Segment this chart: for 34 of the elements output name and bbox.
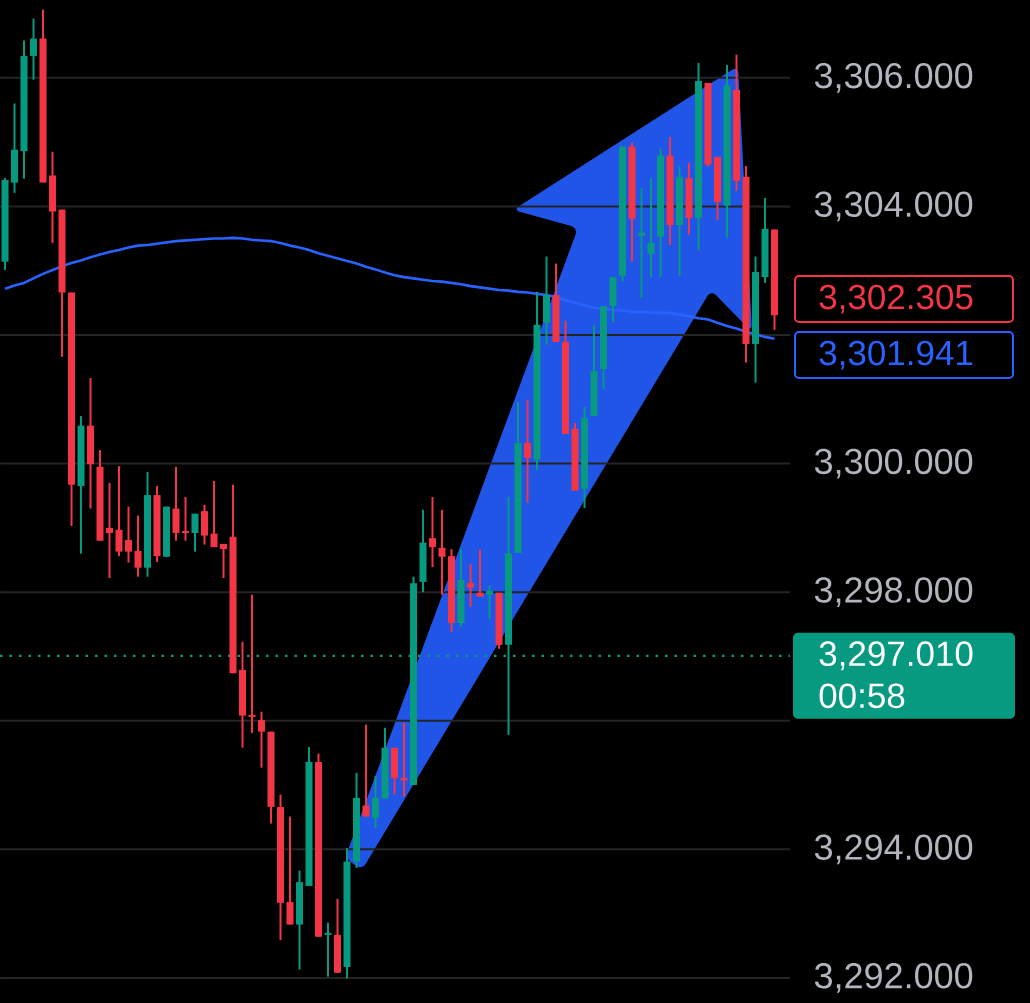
candlestick xyxy=(371,775,380,830)
candlestick xyxy=(485,584,494,621)
y-tick-label: 3,304.000 xyxy=(814,191,973,222)
candlestick xyxy=(362,723,370,818)
candlestick xyxy=(210,479,218,549)
candlestick xyxy=(134,514,142,578)
candlestick xyxy=(523,398,532,504)
candlestick xyxy=(257,710,266,769)
text: 3,302.305 xyxy=(819,284,973,314)
ref-line-label: 3,297.010 xyxy=(819,641,973,671)
candlestick xyxy=(219,542,228,579)
y-tick-label: 3,298.000 xyxy=(814,577,973,608)
candlestick xyxy=(438,508,446,596)
candlestick xyxy=(105,481,114,579)
candlestick xyxy=(647,177,655,279)
candlestick xyxy=(181,495,190,542)
candlestick xyxy=(476,548,484,598)
y-tick-label: 3,294.000 xyxy=(814,834,973,865)
candlestick xyxy=(324,921,332,978)
candlestick xyxy=(191,512,199,553)
candlestick xyxy=(637,186,646,299)
candlestick xyxy=(248,593,256,734)
candlestick xyxy=(400,721,408,798)
candlestick xyxy=(29,17,38,81)
candlestick xyxy=(428,495,437,569)
y-tick-label: 3,306.000 xyxy=(814,62,973,93)
candlestick xyxy=(124,505,133,564)
y-tick-label: 3,300.000 xyxy=(814,448,973,479)
text: 3,301.941 xyxy=(819,340,973,370)
y-tick-label: 3,292.000 xyxy=(814,963,973,993)
text: 00:58 xyxy=(819,683,905,709)
candlestick xyxy=(466,562,475,608)
candlestick xyxy=(115,465,123,558)
candlestick xyxy=(286,815,294,926)
